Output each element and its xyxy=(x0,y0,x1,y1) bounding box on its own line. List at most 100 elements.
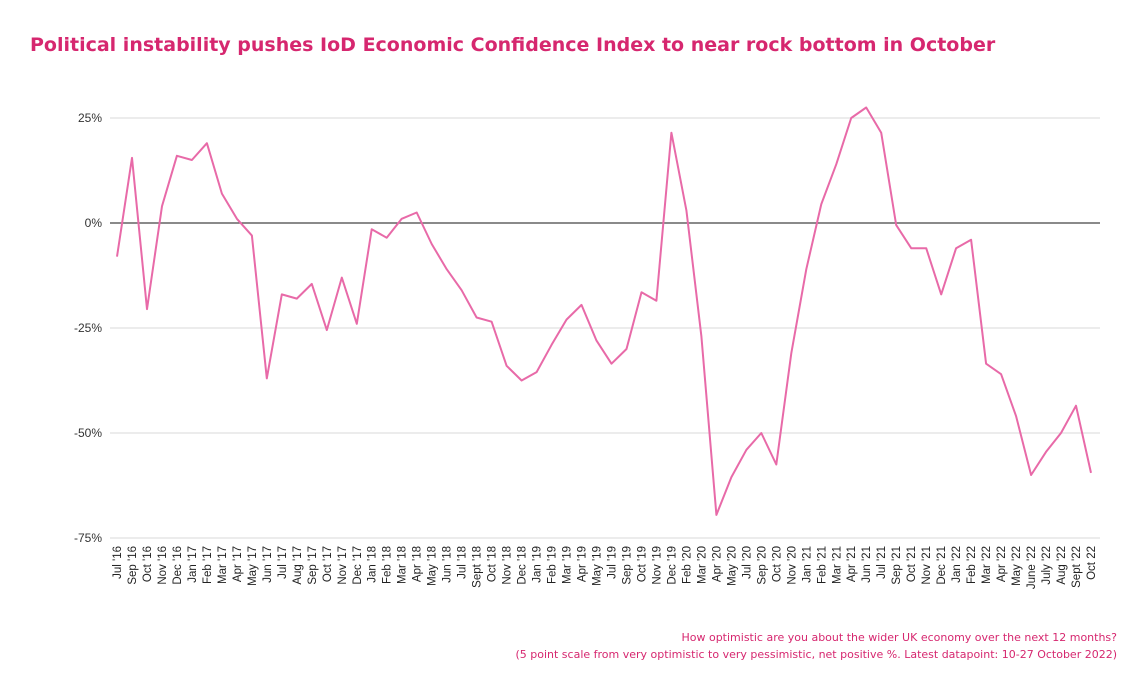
x-tick-label: Mar '18 xyxy=(397,546,409,584)
footnote-scale-note: (5 point scale from very optimistic to v… xyxy=(515,648,1117,661)
x-tick-label: May '20 xyxy=(726,546,738,586)
x-tick-label: Jul '19 xyxy=(606,546,618,579)
x-tick-label: Feb '17 xyxy=(202,546,214,584)
data-point xyxy=(519,378,524,383)
data-point xyxy=(279,292,284,297)
data-point xyxy=(144,307,149,312)
x-tick-label: Sept '22 xyxy=(1071,546,1083,588)
data-point xyxy=(639,290,644,295)
data-point xyxy=(939,292,944,297)
data-point xyxy=(924,246,929,251)
x-tick-label: May '19 xyxy=(592,546,604,586)
x-tick-label: Nov '21 xyxy=(921,546,933,585)
x-tick-label: Sept '18 xyxy=(472,546,484,588)
y-tick-label: 25% xyxy=(78,111,102,125)
x-tick-label: Apr '18 xyxy=(412,546,424,582)
x-tick-label: Dec '17 xyxy=(352,546,364,585)
x-tick-label: Jan '17 xyxy=(187,546,199,583)
data-point xyxy=(1014,414,1019,419)
data-point xyxy=(414,210,419,215)
grid-layer xyxy=(110,117,1100,539)
data-point xyxy=(504,363,509,368)
data-point xyxy=(669,130,674,135)
data-point xyxy=(579,302,584,307)
data-point xyxy=(1029,473,1034,478)
data-point xyxy=(804,267,809,272)
x-tick-label: Sep '21 xyxy=(891,546,903,585)
data-point xyxy=(429,242,434,247)
x-tick-label: Nov '18 xyxy=(502,546,514,585)
x-tick-label: Oct '21 xyxy=(906,546,918,582)
data-point xyxy=(834,162,839,167)
x-tick-label: Nov '19 xyxy=(651,546,663,585)
data-point xyxy=(1074,403,1079,408)
data-point xyxy=(999,372,1004,377)
x-tick-label: Sep '19 xyxy=(621,546,633,585)
data-point xyxy=(864,105,869,110)
x-tick-label: Oct 22 xyxy=(1086,546,1098,580)
x-tick-label: Jan '21 xyxy=(801,546,813,583)
data-point xyxy=(549,342,554,347)
x-tick-label: Jun '18 xyxy=(442,546,454,583)
data-point xyxy=(729,475,734,480)
y-tick-label: 0% xyxy=(85,216,103,230)
x-tick-label: Apr '19 xyxy=(577,546,589,582)
data-point xyxy=(354,321,359,326)
y-tick-label: -25% xyxy=(74,321,102,335)
y-tick-label: -50% xyxy=(74,426,102,440)
x-tick-label: Mar '21 xyxy=(831,546,843,584)
x-tick-label: Dec '19 xyxy=(666,546,678,585)
data-point xyxy=(399,216,404,221)
x-tick-label: May '22 xyxy=(1011,546,1023,586)
x-tick-label: Mar '17 xyxy=(217,546,229,584)
data-point xyxy=(969,237,974,242)
footnote-question: How optimistic are you about the wider U… xyxy=(681,631,1117,644)
x-tick-label: Feb '18 xyxy=(382,546,394,584)
data-point xyxy=(189,158,194,163)
data-point xyxy=(324,328,329,333)
data-point xyxy=(759,431,764,436)
x-tick-label: Oct '17 xyxy=(322,546,334,582)
data-point xyxy=(489,319,494,324)
data-point xyxy=(384,235,389,240)
x-tick-label: Apr '20 xyxy=(711,546,723,582)
data-point xyxy=(1044,449,1049,454)
data-point xyxy=(909,246,914,251)
data-point xyxy=(294,296,299,301)
data-point xyxy=(684,208,689,213)
x-tick-label: Nov '20 xyxy=(786,546,798,585)
x-tick-label: Oct '20 xyxy=(771,546,783,582)
data-point xyxy=(984,361,989,366)
data-point xyxy=(564,317,569,322)
data-point xyxy=(174,153,179,158)
data-point xyxy=(129,155,134,160)
data-point xyxy=(264,376,269,381)
data-point xyxy=(594,338,599,343)
series-line xyxy=(116,106,1092,516)
x-tick-label: Feb '22 xyxy=(966,546,978,584)
x-tick-label: Aug '22 xyxy=(1056,546,1068,585)
x-tick-label: Oct '18 xyxy=(487,546,499,582)
data-point xyxy=(879,130,884,135)
x-tick-label: Jul '18 xyxy=(457,546,469,579)
x-tick-label: Mar '19 xyxy=(562,546,574,584)
x-tick-label: Dec '16 xyxy=(172,546,184,585)
y-axis: 25% 0% -25% -50% -75% xyxy=(74,111,102,545)
data-point xyxy=(609,361,614,366)
data-point xyxy=(204,141,209,146)
data-point xyxy=(534,370,539,375)
data-point xyxy=(459,288,464,293)
x-tick-label: Mar '22 xyxy=(981,546,993,584)
data-point xyxy=(624,347,629,352)
data-point xyxy=(249,233,254,238)
x-tick-label: Jul '21 xyxy=(876,546,888,579)
x-tick-label: Oct '16 xyxy=(142,546,154,582)
x-tick-label: May '17 xyxy=(247,546,259,586)
x-tick-label: Oct '19 xyxy=(636,546,648,582)
x-tick-label: Sep '16 xyxy=(127,546,139,585)
x-tick-label: Feb '21 xyxy=(816,546,828,584)
data-point xyxy=(774,462,779,467)
data-point xyxy=(744,447,749,452)
x-tick-label: Feb '20 xyxy=(681,546,693,584)
